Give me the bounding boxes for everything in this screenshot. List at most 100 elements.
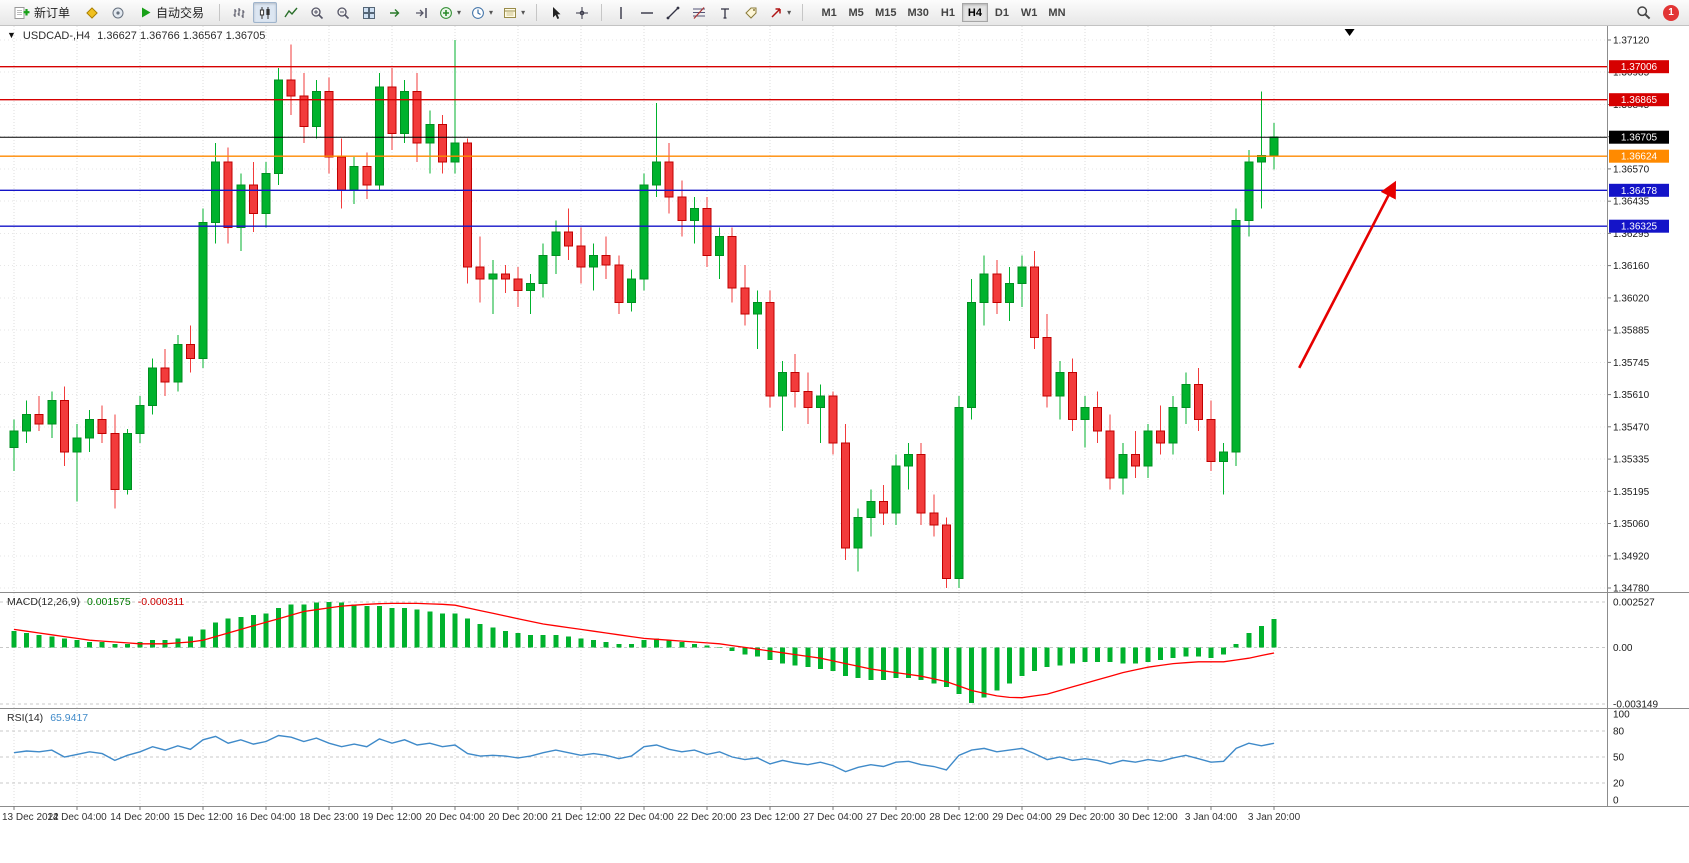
cursor-button[interactable] (544, 2, 568, 23)
timeframe-m15-button[interactable]: M15 (870, 3, 901, 22)
macd-bar (565, 636, 571, 648)
current-price-tag (1609, 130, 1669, 144)
macd-bar (1095, 647, 1101, 662)
notifications-badge[interactable]: 1 (1663, 4, 1679, 21)
timeframe-h4-button[interactable]: H4 (961, 3, 988, 22)
chart-shift-icon (416, 7, 427, 18)
periods-clock-icon (472, 6, 484, 19)
tile-windows-button[interactable] (357, 2, 381, 23)
macd-bar (855, 647, 861, 678)
macd-bar (288, 604, 294, 648)
timeframe-mn-button[interactable]: MN (1043, 3, 1070, 22)
periods-button[interactable]: ▾ (467, 2, 497, 23)
macd-bar (402, 607, 408, 648)
current-price-label: 1.36705 (1621, 133, 1658, 144)
candlestick-chart-button[interactable] (253, 2, 278, 23)
macd-bar (628, 643, 634, 648)
macd-bar (540, 634, 546, 648)
chart-menu-icon[interactable]: ▼ (7, 30, 16, 40)
price-tick-label: 1.34920 (1613, 551, 1650, 562)
vertical-line-tool-button[interactable] (609, 2, 633, 23)
autotrading-button[interactable]: 自动交易 (132, 2, 212, 23)
chart-ohlc-values: 1.36627 1.36766 1.36567 1.36705 (97, 30, 266, 42)
horizontal-line-tool-button[interactable] (635, 2, 659, 23)
candle-body (34, 414, 44, 425)
price-tick-label: 1.35745 (1613, 358, 1650, 369)
macd-bar (137, 642, 143, 648)
candle-body (475, 266, 485, 280)
candle-body (677, 196, 687, 221)
data-window-button[interactable] (106, 2, 130, 23)
macd-bar (578, 638, 584, 648)
macd-bar (906, 647, 912, 678)
macd-bar (1195, 647, 1201, 657)
candle-body (538, 255, 548, 285)
new-order-button[interactable]: 新订单 (6, 2, 78, 23)
time-tick-label: 18 Dec 23:00 (299, 812, 359, 823)
candle-body (1055, 372, 1065, 397)
arrows-tool-button[interactable]: ▾ (765, 2, 795, 23)
chart-shift-button[interactable] (409, 2, 433, 23)
trendline-tool-button[interactable] (661, 2, 685, 23)
time-tick-label: 14 Dec 20:00 (110, 812, 170, 823)
zoom-out-button[interactable] (331, 2, 355, 23)
timeframe-h1-button[interactable]: H1 (935, 3, 961, 22)
candle-body (1231, 219, 1241, 453)
macd-bar (326, 601, 332, 648)
macd-bar (112, 643, 118, 648)
candle-body (1004, 283, 1014, 303)
text-tool-button[interactable] (713, 2, 737, 23)
timeframe-w1-button[interactable]: W1 (1016, 3, 1043, 22)
timeframe-d1-button[interactable]: D1 (989, 3, 1015, 22)
candle-body (841, 442, 851, 549)
timeframe-m5-button[interactable]: M5 (843, 3, 869, 22)
macd-bar (339, 602, 345, 648)
macd-scale-label: 0.00 (1613, 643, 1633, 654)
crosshair-icon (576, 6, 589, 19)
search-button[interactable] (1631, 2, 1655, 23)
candle-body (652, 161, 662, 186)
candle-body (979, 273, 989, 303)
macd-bar (553, 634, 559, 648)
time-tick-label: 14 Dec 04:00 (47, 812, 107, 823)
macd-bar (36, 634, 42, 648)
time-tick-label: 20 Dec 04:00 (425, 812, 485, 823)
chart-canvas[interactable]: 1.371201.369851.368451.367051.365701.364… (0, 26, 1689, 824)
auto-scroll-icon (390, 8, 400, 17)
label-tag-icon (745, 7, 757, 19)
fibonacci-tool-button[interactable] (687, 2, 711, 23)
bar-chart-button[interactable] (227, 2, 251, 23)
macd-scale-label: 0.002527 (1613, 598, 1655, 609)
candle-body (450, 142, 460, 163)
zoom-in-button[interactable] (305, 2, 329, 23)
macd-bar (364, 606, 370, 648)
price-tag-label: 1.36865 (1621, 95, 1658, 106)
autotrading-play-icon (142, 7, 151, 18)
label-tool-button[interactable] (739, 2, 763, 23)
time-tick-label: 21 Dec 12:00 (551, 812, 611, 823)
scroll-to-end-marker[interactable] (1344, 29, 1355, 36)
time-tick-label: 16 Dec 04:00 (236, 812, 296, 823)
timeframe-m30-button[interactable]: M30 (903, 3, 934, 22)
macd-bar (502, 631, 508, 648)
timeframe-buttons: M1 M5 M15 M30 H1 H4 D1 W1 MN (816, 3, 1070, 22)
trend-arrow[interactable] (1298, 180, 1397, 369)
candle-body (815, 395, 825, 409)
macd-bar (1233, 643, 1239, 648)
crosshair-button[interactable] (570, 2, 594, 23)
candle-body (500, 273, 510, 280)
price-tag (1609, 93, 1669, 107)
line-chart-button[interactable] (279, 2, 303, 23)
periods-caret-icon: ▾ (489, 7, 494, 17)
indicators-button[interactable]: ▾ (435, 2, 465, 23)
templates-button[interactable]: ▾ (499, 2, 529, 23)
auto-scroll-button[interactable] (383, 2, 407, 23)
candle-body (274, 79, 284, 174)
macd-bar (805, 647, 811, 668)
toolbar-separator (219, 4, 221, 21)
candlestick-chart-icon (259, 6, 270, 19)
metaeditor-button[interactable] (80, 2, 104, 23)
horizontal-line-objects: 1.37006 1.36865 1.36624 1.36478 1.36325 1.367… (0, 60, 1669, 233)
timeframe-m1-button[interactable]: M1 (816, 3, 842, 22)
